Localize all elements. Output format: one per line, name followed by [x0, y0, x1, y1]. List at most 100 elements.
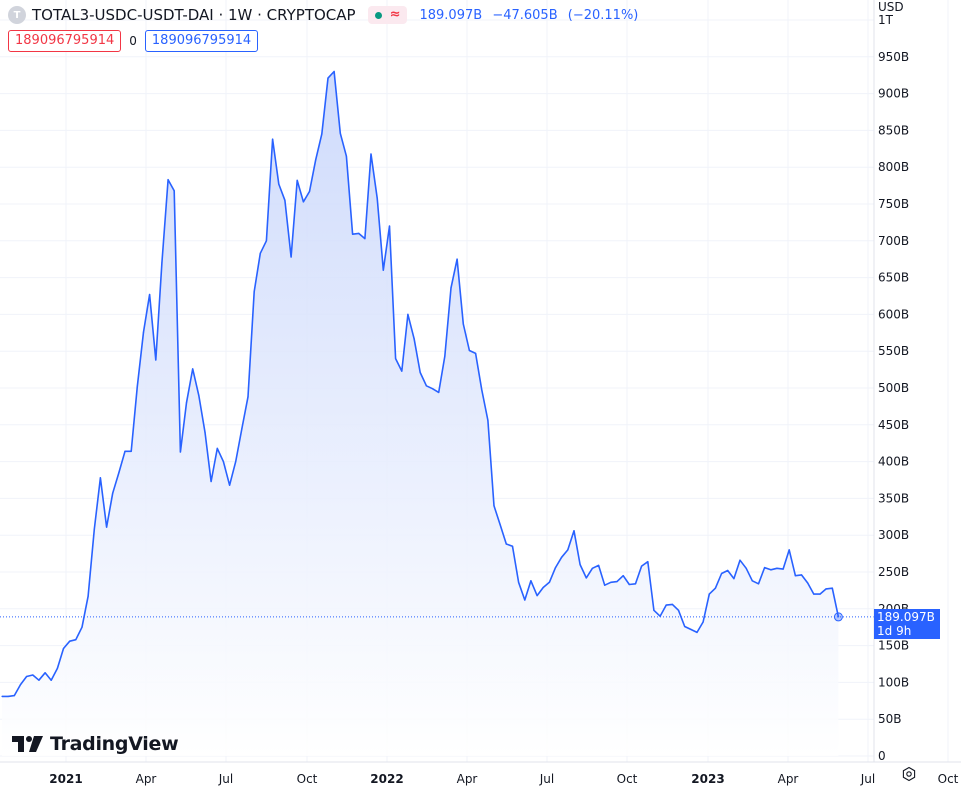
data-point — [345, 155, 347, 157]
data-point — [579, 564, 581, 566]
data-point — [1, 695, 3, 698]
x-tick-label: Apr — [136, 772, 157, 786]
y-tick-label: 0 — [878, 749, 886, 763]
data-point — [561, 556, 563, 558]
y-tick-label: 550B — [878, 344, 909, 358]
data-point — [419, 371, 421, 374]
data-point — [32, 674, 34, 676]
data-point — [696, 631, 698, 634]
data-point — [800, 574, 803, 576]
data-point — [634, 583, 637, 585]
y-tick-label: 500B — [878, 381, 909, 395]
data-point — [548, 581, 551, 583]
x-tick-label: Jul — [539, 772, 554, 786]
last-price-marker — [833, 612, 843, 622]
data-point — [75, 639, 77, 641]
data-point — [499, 524, 501, 526]
data-point — [807, 582, 809, 584]
data-point — [81, 626, 83, 628]
x-tick-label: 2021 — [49, 772, 82, 786]
data-point — [321, 133, 323, 135]
data-point — [93, 528, 95, 530]
data-point — [462, 323, 464, 325]
data-point — [831, 587, 833, 589]
data-point — [161, 262, 163, 264]
data-point — [702, 621, 704, 623]
data-point — [604, 584, 606, 586]
data-point — [265, 240, 267, 242]
symbol-logo-icon[interactable]: T — [8, 6, 26, 24]
data-point — [44, 672, 46, 674]
data-point — [204, 431, 206, 433]
data-point — [837, 616, 840, 618]
data-point — [782, 568, 784, 570]
data-point — [438, 391, 440, 393]
data-point — [468, 349, 470, 352]
data-point — [733, 578, 735, 580]
data-point — [475, 352, 477, 354]
approx-data-icon: ≈ — [389, 7, 401, 22]
data-point — [567, 549, 569, 551]
market-status-badge[interactable]: ≈ — [367, 6, 408, 24]
data-point — [481, 388, 483, 391]
data-point — [278, 183, 280, 185]
data-point — [142, 331, 145, 333]
data-point — [450, 287, 452, 289]
data-point — [290, 256, 292, 258]
data-point — [573, 530, 575, 532]
currency-label[interactable]: USD — [878, 0, 904, 14]
data-point — [155, 359, 157, 361]
data-point — [87, 595, 89, 597]
data-point — [591, 567, 594, 569]
data-point — [179, 451, 181, 453]
data-point — [106, 526, 108, 528]
data-point — [788, 549, 790, 551]
data-point — [315, 159, 317, 161]
price-change-value: −47.605B — [492, 7, 558, 23]
y-tick-label: 100B — [878, 675, 909, 689]
data-point — [364, 238, 366, 240]
indicator-values-row: 189096795914 0 189096795914 — [8, 30, 259, 52]
x-tick-label: Apr — [457, 772, 478, 786]
data-point — [641, 565, 643, 567]
data-point — [401, 370, 403, 372]
data-point — [339, 132, 341, 134]
data-point — [216, 447, 218, 449]
tradingview-logo-icon — [12, 736, 43, 752]
data-point — [56, 667, 59, 670]
last-price-tag-value: 189.097B — [877, 610, 935, 624]
data-point — [585, 577, 587, 579]
data-point — [770, 569, 772, 571]
data-point — [536, 595, 538, 597]
data-point — [456, 258, 458, 260]
data-point — [302, 201, 304, 203]
data-point — [284, 199, 286, 201]
data-point — [118, 472, 120, 474]
data-point — [192, 368, 194, 370]
y-tick-label: 700B — [878, 234, 909, 248]
indicator-value-red[interactable]: 189096795914 — [8, 30, 122, 52]
data-point — [50, 679, 52, 681]
data-point — [653, 609, 655, 611]
indicator-value-zero: 0 — [129, 34, 137, 48]
data-point — [38, 679, 40, 681]
y-tick-label: 1T — [878, 13, 894, 27]
data-point — [382, 269, 384, 271]
y-tick-label: 450B — [878, 418, 909, 432]
symbol-title[interactable]: TOTAL3-USDC-USDT-DAI · 1W · CRYPTOCAP — [32, 6, 356, 24]
data-point — [764, 567, 766, 569]
data-point — [444, 355, 446, 357]
indicator-value-blue[interactable]: 189096795914 — [144, 30, 259, 52]
data-point — [198, 394, 200, 396]
data-point — [352, 233, 354, 235]
data-point — [272, 138, 274, 140]
data-point — [745, 567, 747, 569]
data-point — [7, 695, 9, 698]
data-point — [794, 575, 797, 577]
y-tick-label: 950B — [878, 50, 909, 64]
data-point — [616, 581, 618, 583]
settings-gear-icon[interactable] — [901, 766, 917, 782]
tradingview-logo[interactable]: TradingView — [12, 733, 179, 755]
data-point — [308, 190, 311, 193]
